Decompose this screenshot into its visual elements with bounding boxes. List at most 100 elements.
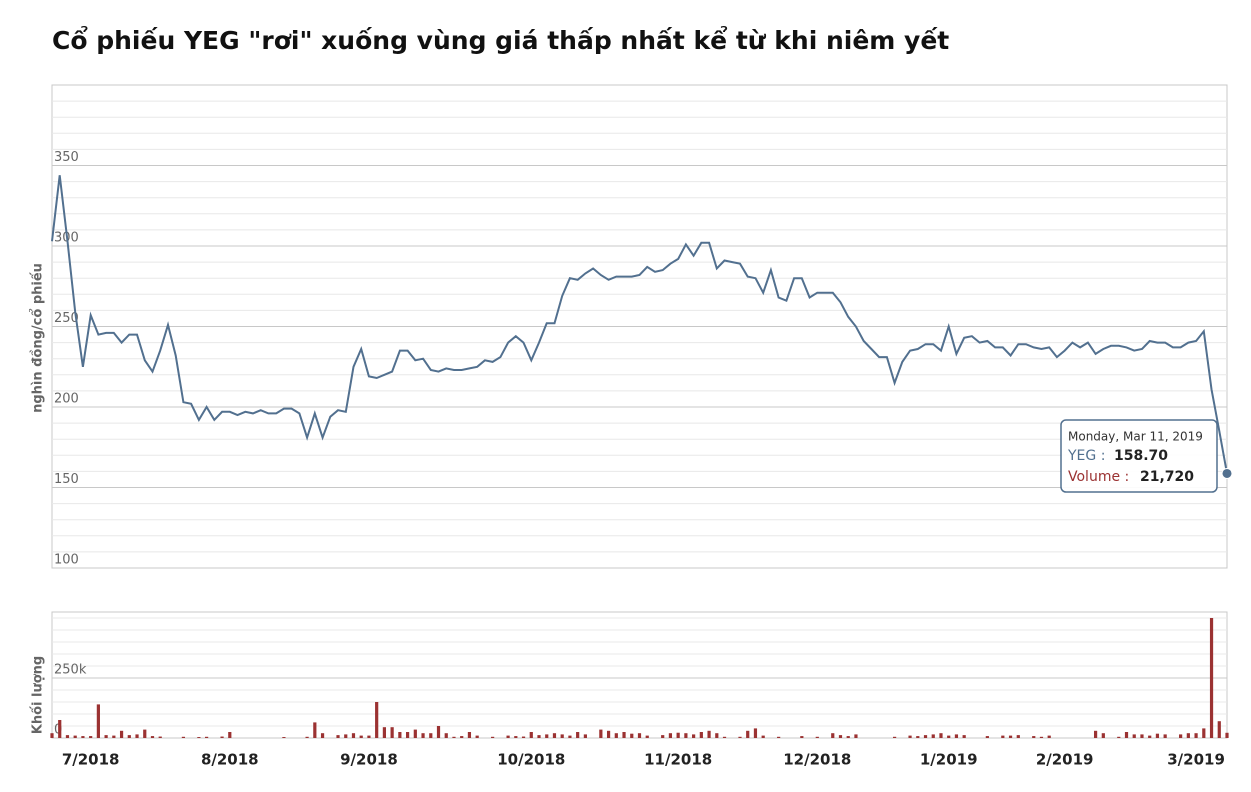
volume-bar [282, 737, 286, 738]
volume-bar [1001, 735, 1005, 738]
x-tick-label: 12/2018 [783, 751, 851, 769]
volume-bar [475, 735, 479, 738]
volume-bar [622, 732, 626, 738]
volume-bar [452, 736, 456, 738]
volume-bar [684, 733, 688, 738]
volume-bar [854, 734, 858, 738]
volume-bar [576, 732, 580, 738]
volume-bar [537, 735, 541, 738]
volume-bar [892, 736, 897, 738]
volume-bar [305, 736, 309, 738]
volume-bar [405, 732, 410, 738]
volume-bar [552, 733, 557, 738]
volume-bar [1179, 734, 1183, 738]
volume-bar [359, 735, 363, 738]
tooltip-box [1060, 419, 1218, 493]
volume-bar [761, 735, 765, 738]
volume-bar [313, 722, 317, 738]
volume-bar [1117, 736, 1121, 738]
volume-bar [838, 735, 843, 738]
volume-bar [444, 733, 448, 738]
volume-bar [939, 733, 943, 738]
volume-bar [746, 730, 750, 738]
tooltip-row: YEG : 158.70 [1067, 448, 1168, 464]
volume-bar [514, 736, 518, 738]
volume-bar [421, 733, 425, 738]
volume-bar [1217, 721, 1221, 738]
volume-bar [73, 735, 77, 738]
volume-bar [962, 735, 966, 738]
volume-bar [560, 734, 564, 738]
volume-bar [220, 736, 224, 738]
volume-bar [228, 732, 232, 738]
volume-bar [119, 730, 124, 738]
volume-bar [181, 736, 186, 738]
tooltip-name: Volume : [1068, 469, 1129, 485]
volume-bar [753, 728, 758, 738]
volume-bar [1101, 733, 1105, 738]
volume-bar [831, 733, 835, 738]
volume-bar [923, 735, 928, 738]
volume-bar [1093, 730, 1098, 738]
volume-bar [676, 732, 680, 738]
y-tick-label: 250k [54, 663, 87, 678]
volume-bar [568, 735, 572, 738]
volume-bar [413, 729, 417, 738]
volume-bar [606, 730, 611, 738]
hover-point [1221, 467, 1233, 479]
y-tick-label: 200 [54, 392, 79, 407]
volume-bar [1163, 734, 1167, 738]
volume-bar [398, 732, 402, 738]
volume-bar [506, 735, 510, 738]
x-tick-label: 2/2019 [1036, 751, 1094, 769]
volume-bar [637, 733, 642, 738]
x-tick-label: 11/2018 [644, 751, 712, 769]
volume-bar [467, 732, 472, 738]
volume-bar [545, 734, 549, 738]
volume-bar [1047, 735, 1051, 738]
y-tick-label: 100 [54, 553, 79, 568]
volume-bar [1140, 734, 1144, 738]
volume-bar [521, 736, 526, 738]
chart-title: Cổ phiếu YEG "rơi" xuống vùng giá thấp n… [52, 25, 949, 55]
volume-bar [382, 727, 387, 738]
volume-bar [58, 720, 62, 738]
volume-bar [158, 736, 162, 738]
volume-bar [197, 737, 201, 738]
volume-bar [112, 735, 116, 738]
volume-bar [692, 734, 696, 738]
volume-bar [931, 734, 935, 738]
volume-bar [947, 735, 951, 738]
volume-bar [722, 736, 727, 738]
volume-bar [715, 733, 719, 738]
volume-bar [344, 734, 348, 738]
volume-bar [916, 736, 920, 738]
tooltip-row: Volume : 21,720 [1068, 469, 1194, 485]
volume-bar [143, 729, 147, 738]
volume-bar [1209, 618, 1214, 738]
volume-bar [336, 735, 340, 738]
y2-axis-title: Khối lượng [31, 656, 46, 734]
volume-bar [954, 734, 959, 738]
x-tick-label: 7/2018 [62, 751, 120, 769]
volume-bar [96, 704, 100, 738]
volume-bar [491, 736, 495, 738]
volume-bar [460, 736, 464, 738]
volume-bar [1155, 733, 1160, 738]
volume-bar [65, 735, 70, 738]
volume-bar [645, 735, 649, 738]
volume-bar [50, 733, 54, 738]
volume-bar [800, 736, 804, 738]
volume-bar [668, 733, 673, 738]
volume-bar [614, 733, 618, 738]
volume-bar [89, 736, 93, 738]
volume-bar [81, 736, 85, 738]
volume-bar [205, 736, 209, 738]
tooltip-value: 21,720 [1140, 469, 1194, 485]
volume-bar [529, 732, 533, 738]
volume-bar [390, 727, 394, 738]
volume-bar [104, 735, 108, 738]
y-axis-title: nghìn đồng/cổ phiếu [30, 263, 46, 413]
volume-bar [1202, 728, 1206, 738]
